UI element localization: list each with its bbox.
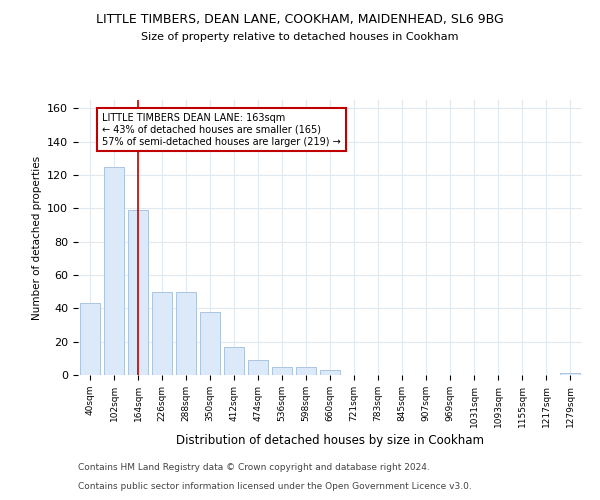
Bar [560,374,580,375]
Bar [248,360,268,375]
Bar [104,166,124,375]
Bar [272,366,292,375]
Bar [80,304,100,375]
Bar [200,312,220,375]
Bar [176,292,196,375]
Text: LITTLE TIMBERS, DEAN LANE, COOKHAM, MAIDENHEAD, SL6 9BG: LITTLE TIMBERS, DEAN LANE, COOKHAM, MAID… [96,12,504,26]
Bar [320,370,340,375]
Text: Size of property relative to detached houses in Cookham: Size of property relative to detached ho… [141,32,459,42]
Bar [224,346,244,375]
Text: Contains public sector information licensed under the Open Government Licence v3: Contains public sector information licen… [78,482,472,491]
Bar [296,366,316,375]
Text: LITTLE TIMBERS DEAN LANE: 163sqm
← 43% of detached houses are smaller (165)
57% : LITTLE TIMBERS DEAN LANE: 163sqm ← 43% o… [102,114,341,146]
Bar [152,292,172,375]
X-axis label: Distribution of detached houses by size in Cookham: Distribution of detached houses by size … [176,434,484,447]
Bar [128,210,148,375]
Text: Contains HM Land Registry data © Crown copyright and database right 2024.: Contains HM Land Registry data © Crown c… [78,464,430,472]
Y-axis label: Number of detached properties: Number of detached properties [32,156,41,320]
